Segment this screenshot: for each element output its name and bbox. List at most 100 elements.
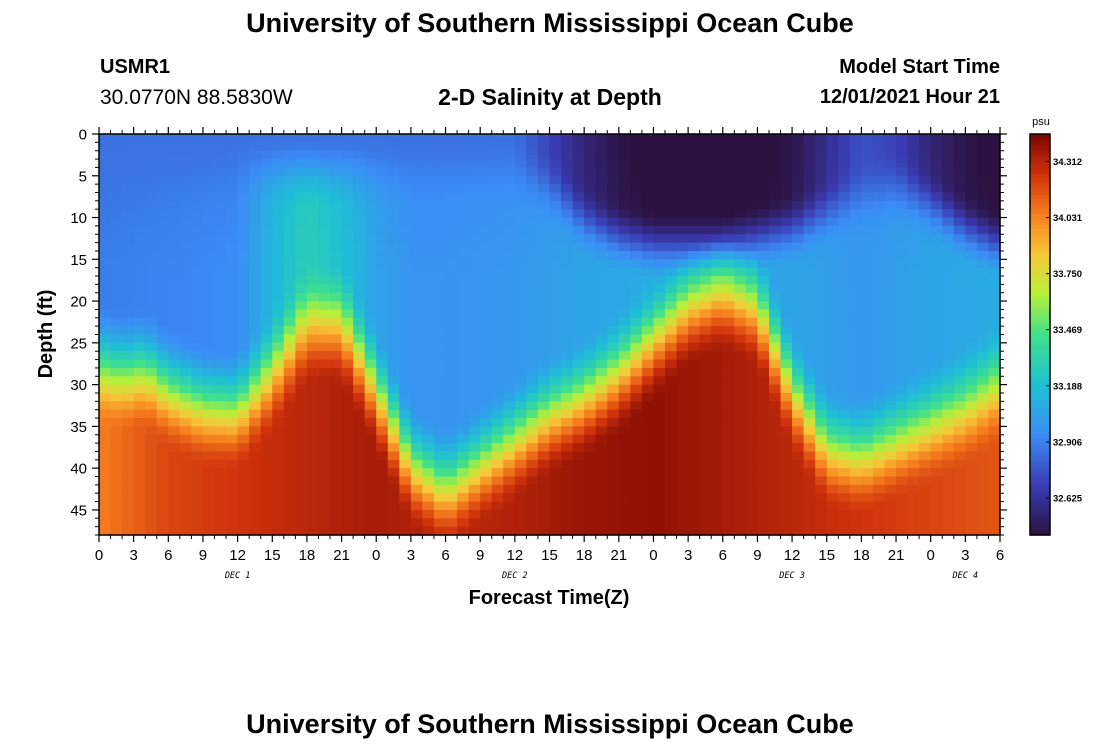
- heatmap-cell: [503, 242, 516, 252]
- heatmap-cell: [907, 443, 920, 453]
- heatmap-cell: [861, 418, 874, 427]
- heatmap-cell: [341, 159, 354, 169]
- heatmap-cell: [653, 242, 666, 252]
- heatmap-cell: [272, 418, 285, 427]
- heatmap-cell: [214, 234, 227, 244]
- heatmap-cell: [618, 476, 631, 486]
- heatmap-cell: [514, 518, 527, 528]
- heatmap-cell: [433, 401, 447, 411]
- heatmap-cell: [214, 301, 227, 311]
- heatmap-cell: [907, 150, 920, 160]
- heatmap-cell: [884, 451, 897, 461]
- heatmap-cell: [676, 192, 689, 202]
- heatmap-cell: [399, 526, 412, 536]
- heatmap-cell: [122, 142, 135, 152]
- heatmap-cell: [699, 276, 712, 285]
- heatmap-cell: [595, 184, 608, 194]
- heatmap-cell: [503, 142, 516, 152]
- heatmap-cell: [965, 200, 978, 210]
- heatmap-cell: [468, 284, 481, 294]
- heatmap-cell: [468, 468, 481, 478]
- heatmap-cell: [711, 459, 724, 469]
- heatmap-cell: [99, 434, 112, 444]
- heatmap-cell: [457, 501, 470, 511]
- heatmap-cell: [861, 468, 874, 478]
- heatmap-cell: [422, 225, 435, 235]
- heatmap-cell: [803, 217, 816, 227]
- heatmap-cell: [965, 509, 978, 519]
- heatmap-cell: [549, 317, 562, 327]
- heatmap-cell: [168, 518, 181, 528]
- heatmap-cell: [353, 301, 366, 311]
- heatmap-cell: [768, 292, 782, 302]
- heatmap-cell: [122, 276, 135, 285]
- heatmap-cell: [110, 426, 123, 436]
- heatmap-cell: [653, 292, 666, 302]
- heatmap-cell: [237, 175, 250, 185]
- heatmap-cell: [99, 426, 112, 436]
- heatmap-cell: [745, 200, 759, 210]
- heatmap-cell: [849, 175, 862, 185]
- heatmap-cell: [410, 426, 424, 436]
- heatmap-cell: [630, 409, 643, 419]
- heatmap-cell: [988, 509, 1001, 519]
- heatmap-cell: [133, 242, 146, 252]
- heatmap-cell: [110, 284, 123, 294]
- heatmap-cell: [433, 225, 447, 235]
- heatmap-cell: [872, 334, 886, 344]
- heatmap-cell: [191, 526, 204, 536]
- heatmap-cell: [930, 409, 943, 419]
- heatmap-cell: [387, 518, 400, 528]
- heatmap-cell: [803, 493, 816, 503]
- heatmap-cell: [480, 468, 493, 478]
- heatmap-cell: [953, 200, 966, 210]
- heatmap-cell: [514, 209, 527, 219]
- heatmap-cell: [653, 359, 666, 369]
- heatmap-cell: [595, 468, 608, 478]
- heatmap-cell: [907, 225, 920, 235]
- heatmap-cell: [168, 476, 181, 486]
- heatmap-cell: [688, 200, 701, 210]
- colorbar-segment: [1030, 434, 1050, 439]
- heatmap-cell: [976, 359, 990, 369]
- heatmap-cell: [376, 493, 389, 503]
- heatmap-cell: [202, 468, 216, 478]
- heatmap-cell: [191, 459, 204, 469]
- heatmap-cell: [965, 292, 978, 302]
- heatmap-cell: [468, 418, 481, 427]
- heatmap-cell: [480, 434, 493, 444]
- heatmap-cell: [480, 209, 493, 219]
- heatmap-cell: [272, 276, 285, 285]
- heatmap-cell: [942, 493, 955, 503]
- heatmap-cell: [202, 509, 216, 519]
- heatmap-cell: [849, 242, 862, 252]
- heatmap-cell: [330, 384, 343, 394]
- heatmap-cell: [584, 384, 597, 394]
- heatmap-cell: [491, 150, 504, 160]
- heatmap-cell: [214, 426, 227, 436]
- heatmap-cell: [145, 267, 158, 277]
- heatmap-cell: [156, 292, 169, 302]
- heatmap-cell: [364, 334, 377, 344]
- heatmap-cell: [503, 292, 516, 302]
- heatmap-cell: [907, 209, 920, 219]
- heatmap-cell: [688, 267, 701, 277]
- heatmap-cell: [283, 234, 296, 244]
- heatmap-cell: [676, 342, 689, 352]
- heatmap-cell: [872, 309, 886, 319]
- heatmap-cell: [145, 134, 158, 143]
- heatmap-cell: [249, 301, 262, 311]
- heatmap-cell: [318, 134, 331, 143]
- heatmap-cell: [780, 501, 793, 511]
- heatmap-cell: [584, 209, 597, 219]
- heatmap-cell: [376, 484, 389, 494]
- heatmap-cell: [676, 250, 689, 260]
- heatmap-cell: [491, 342, 504, 352]
- heatmap-cell: [838, 309, 851, 319]
- heatmap-cell: [110, 509, 123, 519]
- heatmap-cell: [561, 451, 574, 461]
- heatmap-cell: [99, 509, 112, 519]
- heatmap-cell: [341, 351, 354, 361]
- heatmap-cell: [734, 401, 747, 411]
